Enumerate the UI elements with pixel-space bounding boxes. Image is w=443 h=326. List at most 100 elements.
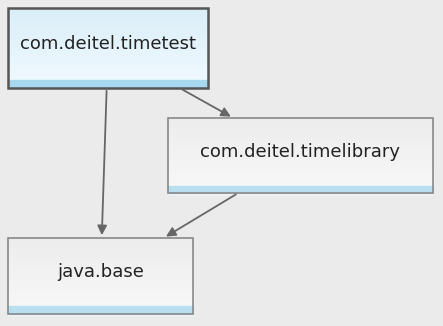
Bar [8,39,208,40]
Bar [8,48,208,50]
Bar [8,313,193,315]
Bar [8,245,193,247]
Bar [168,123,433,125]
Bar [168,124,433,126]
Bar [8,305,193,307]
Bar [8,266,193,268]
Bar [8,55,208,56]
Bar [8,65,208,67]
Bar [8,84,208,86]
Bar [8,25,208,27]
Bar [8,73,208,75]
Bar [168,137,433,139]
Bar [168,149,433,151]
Bar [8,31,208,33]
Bar [168,139,433,141]
Bar [168,160,433,162]
Bar [8,76,208,78]
Bar [168,166,433,167]
Bar [8,47,208,49]
Bar [8,238,193,240]
Bar [8,20,208,22]
Text: com.deitel.timetest: com.deitel.timetest [20,35,196,53]
Bar [8,270,193,272]
Bar [8,263,193,265]
Bar [8,267,193,269]
Bar [8,17,208,19]
Bar [8,286,193,288]
Bar [8,303,193,304]
Bar [8,80,208,82]
Bar [8,306,193,308]
Bar [168,154,433,156]
Bar [8,9,208,11]
Bar [168,181,433,182]
Bar [8,268,193,270]
Bar [168,163,433,165]
Bar [168,122,433,124]
Bar [8,64,208,66]
Bar [8,282,193,284]
Bar [8,257,193,259]
Bar [8,299,193,301]
Bar [8,253,193,255]
Bar [168,189,433,191]
Bar [168,138,433,140]
Bar [8,256,193,258]
Bar [8,81,208,83]
Bar [168,118,433,193]
Bar [8,15,208,17]
Bar [8,290,193,292]
Bar [168,127,433,128]
Bar [8,57,208,59]
Bar [8,23,208,24]
Bar [168,167,433,169]
Bar [8,61,208,63]
Bar [168,119,433,121]
Bar [168,159,433,161]
Bar [168,148,433,150]
Bar [168,121,433,122]
Bar [8,56,208,58]
Bar [168,128,433,130]
Bar [8,12,208,14]
Bar [8,36,208,38]
Bar [8,298,193,299]
Bar [168,175,433,177]
Bar [8,301,193,303]
Bar [168,129,433,131]
Bar [8,276,193,278]
Bar [8,248,193,250]
Bar [168,185,433,193]
Bar [8,242,193,244]
Bar [8,255,193,256]
Bar [8,281,193,283]
Bar [8,79,208,81]
Bar [168,187,433,188]
Bar [8,51,208,52]
Bar [168,133,433,135]
Bar [168,126,433,127]
Bar [168,179,433,181]
Bar [8,35,208,37]
Bar [8,27,208,28]
Bar [8,71,208,72]
Bar [168,162,433,164]
Bar [168,153,433,155]
Bar [8,40,208,42]
Bar [8,265,193,266]
Text: com.deitel.timelibrary: com.deitel.timelibrary [201,143,400,161]
Bar [168,151,433,152]
Bar [168,130,433,132]
Bar [8,259,193,261]
Bar [8,288,193,289]
Bar [8,16,208,18]
Bar [8,308,193,309]
Bar [8,80,208,88]
Bar [8,300,193,302]
Bar [8,295,193,297]
Bar [168,178,433,180]
Bar [168,134,433,136]
Bar [8,77,208,79]
Bar [168,144,433,146]
